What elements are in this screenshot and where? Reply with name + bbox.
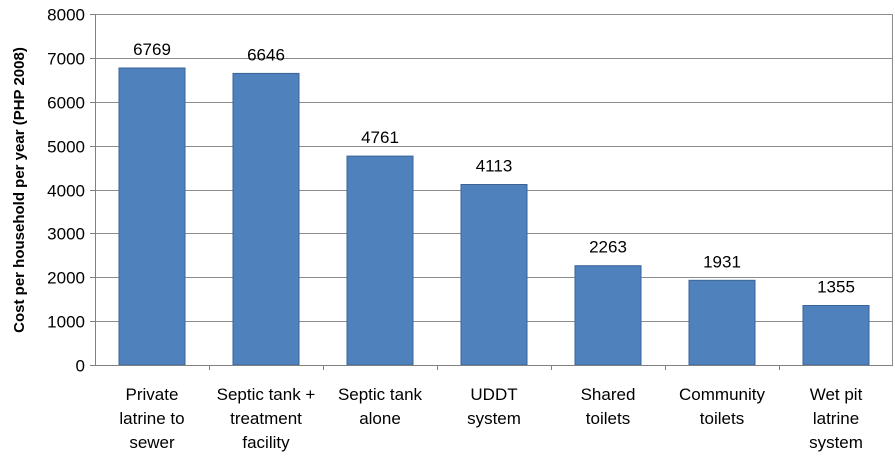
data-label: 1931 xyxy=(703,252,741,271)
x-category-label: latrine xyxy=(813,409,859,428)
x-category-label: Septic tank + xyxy=(217,385,316,404)
x-category-label: system xyxy=(467,409,521,428)
x-category-label: toilets xyxy=(586,409,630,428)
x-category-label: facility xyxy=(242,433,290,452)
data-label: 2263 xyxy=(589,238,627,257)
y-tick-label: 5000 xyxy=(47,138,85,157)
bar xyxy=(688,279,756,366)
bars xyxy=(118,67,870,366)
x-category-label: treatment xyxy=(230,409,302,428)
data-label: 4761 xyxy=(361,128,399,147)
x-category-label: Septic tank xyxy=(338,385,423,404)
x-category-label: Wet pit xyxy=(810,385,863,404)
y-axis-title: Cost per household per year (PHP 2008) xyxy=(11,47,28,333)
x-category-label: sewer xyxy=(129,433,175,452)
axes xyxy=(90,14,893,370)
bar xyxy=(460,184,528,366)
data-label: 6769 xyxy=(133,40,171,59)
bar xyxy=(346,155,414,366)
y-tick-label: 3000 xyxy=(47,225,85,244)
y-tick-label: 7000 xyxy=(47,50,85,69)
bar xyxy=(574,265,642,366)
data-label: 6646 xyxy=(247,45,285,64)
x-category-label: alone xyxy=(359,409,401,428)
bar xyxy=(802,305,870,366)
x-category-label: Community xyxy=(679,385,765,404)
x-category-label: Shared xyxy=(581,385,636,404)
x-category-label: toilets xyxy=(700,409,744,428)
y-tick-label: 2000 xyxy=(47,269,85,288)
bar xyxy=(232,72,300,366)
y-tick-label: 0 xyxy=(76,357,85,376)
x-category-label: Private xyxy=(126,385,179,404)
y-tick-label: 4000 xyxy=(47,182,85,201)
labels: 0 1000 2000 3000 4000 5000 6000 7000 8000 6769 Pri… xyxy=(47,6,863,453)
y-tick-label: 8000 xyxy=(47,6,85,25)
y-tick-label: 6000 xyxy=(47,94,85,113)
bar xyxy=(118,67,186,366)
x-category-label: system xyxy=(809,433,863,452)
x-category-label: latrine to xyxy=(119,409,184,428)
y-tick-label: 1000 xyxy=(47,313,85,332)
data-label: 4113 xyxy=(476,157,513,176)
x-category-label: UDDT xyxy=(470,385,517,404)
data-label: 1355 xyxy=(817,278,855,297)
